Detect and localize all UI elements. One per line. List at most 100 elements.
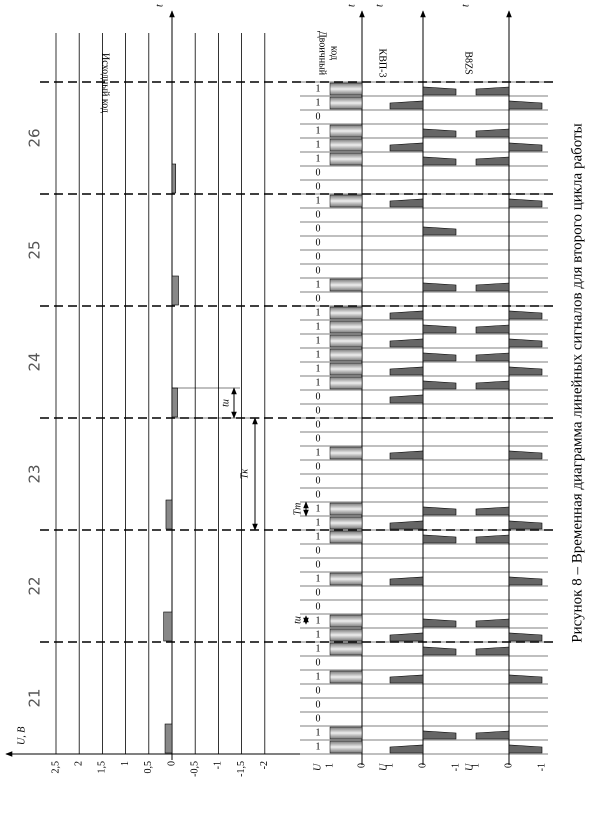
code-pulse [422, 618, 457, 628]
y-tick-label: -1 [213, 761, 224, 769]
binary-pulse [329, 82, 363, 96]
binary-pulse [329, 362, 363, 376]
code-pulse [389, 576, 424, 586]
sample-pulse [163, 611, 173, 642]
sample-pulse [171, 275, 179, 306]
y-tick-label: 0 [503, 763, 514, 768]
bit-digit: 0 [316, 559, 321, 570]
y-tick-label: -0,5 [189, 761, 200, 777]
code-pulse [508, 100, 543, 110]
row-label: код [329, 46, 340, 60]
axis-label: U [378, 763, 389, 771]
axis-label: t [460, 4, 471, 7]
y-tick-label: 2 [73, 761, 84, 766]
y-tick-label: 1 [120, 761, 131, 766]
binary-pulse [329, 502, 363, 516]
bit-digit: 0 [316, 293, 321, 304]
bit-digit: 1 [316, 139, 321, 150]
bit-digit: 1 [316, 447, 321, 458]
code-pulse [422, 730, 457, 740]
code-pulse [508, 338, 543, 348]
bit-digit: 1 [316, 83, 321, 94]
code-pulse [508, 674, 543, 684]
bit-digit: 1 [316, 727, 321, 738]
bit-digit: 0 [316, 265, 321, 276]
code-pulse [389, 198, 424, 208]
code-pulse [508, 366, 543, 376]
code-pulse [475, 352, 510, 362]
bit-digit: 1 [316, 671, 321, 682]
bit-digit: 0 [316, 475, 321, 486]
bit-digit: 1 [316, 349, 321, 360]
code-pulse [475, 534, 510, 544]
y-tick-label: -1,5 [236, 761, 247, 777]
code-pulse [389, 100, 424, 110]
bit-digit: 1 [316, 377, 321, 388]
bit-digit: 0 [316, 391, 321, 402]
slot-number: 23 [26, 464, 44, 483]
code-pulse [389, 450, 424, 460]
y-tick-label: 1 [324, 763, 335, 768]
diagram: Рисунок 8 – Временная диаграмма линейных… [5, 4, 585, 777]
bit-digit: 1 [316, 125, 321, 136]
code-pulse [475, 282, 510, 292]
bit-digit: 1 [316, 629, 321, 640]
bit-digit: 0 [316, 251, 321, 262]
y-tick-label: 0,5 [143, 761, 154, 774]
binary-pulse [329, 642, 363, 656]
code-pulse [389, 394, 424, 404]
bit-digit: 0 [316, 419, 321, 430]
slot-number: 22 [26, 576, 44, 595]
axis-label: t [346, 4, 357, 7]
binary-pulse [329, 446, 363, 460]
code-pulse [422, 352, 457, 362]
bit-digit: 0 [316, 181, 321, 192]
code-pulse [475, 156, 510, 166]
axis-label: U, В [16, 727, 27, 745]
slot-number: 26 [26, 128, 44, 147]
code-pulse [475, 646, 510, 656]
code-pulse [389, 142, 424, 152]
bit-digit: 1 [316, 321, 321, 332]
code-pulse [475, 86, 510, 96]
row-label: B8ZS [463, 51, 474, 74]
binary-pulse [329, 614, 363, 628]
y-tick-label: -2 [259, 761, 270, 769]
annotation: Tт [292, 503, 303, 516]
annotation: tи [220, 399, 231, 407]
code-pulse [422, 86, 457, 96]
bit-digit: 1 [316, 643, 321, 654]
y-tick-label: 1,5 [97, 761, 108, 774]
code-pulse [422, 226, 457, 236]
row-label: Исходный код [100, 53, 111, 113]
y-tick-label: -1 [536, 763, 547, 771]
bit-digit: 0 [316, 223, 321, 234]
binary-pulse [329, 306, 363, 320]
code-pulse [475, 618, 510, 628]
caption: Рисунок 8 – Временная диаграмма линейных… [569, 123, 585, 642]
bit-digit: 0 [316, 461, 321, 472]
bit-digit: 0 [316, 685, 321, 696]
bit-digit: 1 [316, 363, 321, 374]
code-pulse [389, 632, 424, 642]
slot-number: 25 [26, 240, 44, 259]
code-pulse [475, 128, 510, 138]
sample-pulse [165, 499, 173, 530]
bit-digit: 1 [316, 153, 321, 164]
axis-label: U [312, 763, 323, 771]
bit-digit: 1 [316, 335, 321, 346]
binary-pulse [329, 572, 363, 586]
bit-digit: 1 [316, 279, 321, 290]
binary-pulse [329, 530, 363, 544]
code-pulse [422, 282, 457, 292]
sample-pulse [171, 387, 178, 418]
bit-digit: 0 [316, 699, 321, 710]
binary-pulse [329, 628, 363, 642]
slot-number: 24 [26, 352, 44, 371]
code-pulse [475, 506, 510, 516]
code-pulse [508, 576, 543, 586]
binary-pulse [329, 320, 363, 334]
bit-digit: 1 [316, 517, 321, 528]
bit-digit: 1 [316, 503, 321, 514]
